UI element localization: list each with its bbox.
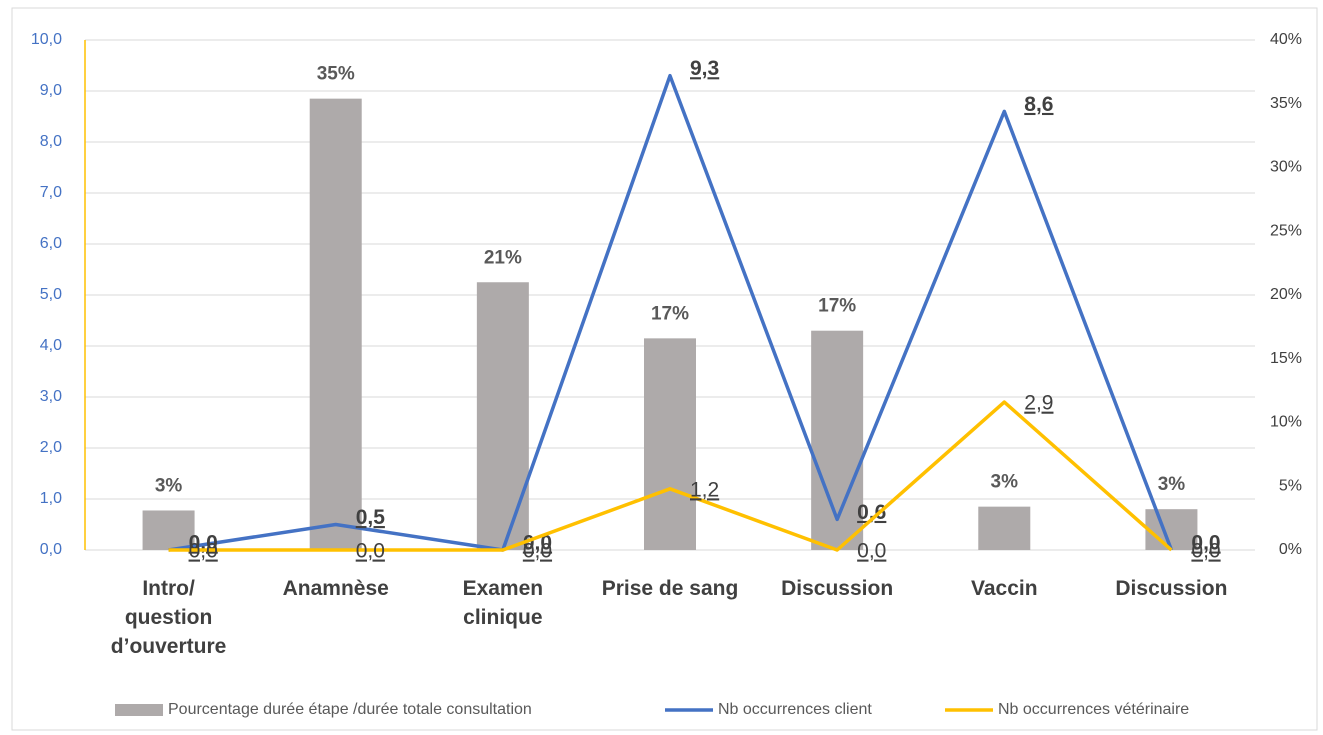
line-label: 0,0 bbox=[1191, 540, 1220, 563]
x-tick-label: Vaccin bbox=[971, 577, 1038, 600]
bar bbox=[309, 98, 362, 551]
x-tick-label: Anamnèse bbox=[282, 577, 389, 600]
y2-tick-label: 5% bbox=[1279, 477, 1302, 494]
bar bbox=[142, 510, 195, 550]
line-label: 0,0 bbox=[1191, 532, 1220, 555]
line-label: 0,5 bbox=[356, 506, 386, 529]
bar-label: 3% bbox=[155, 475, 183, 496]
line-label: 2,9 bbox=[1024, 392, 1053, 415]
line-series bbox=[168, 400, 1173, 552]
line-label: 1,2 bbox=[690, 478, 719, 501]
y-tick-label: 3,0 bbox=[40, 388, 62, 405]
x-tick-label: Discussion bbox=[781, 577, 894, 600]
bar-label: 17% bbox=[818, 296, 856, 317]
bar bbox=[1145, 509, 1198, 550]
bar bbox=[476, 282, 529, 550]
x-tick-label: Discussion bbox=[1115, 577, 1228, 600]
line-label: 9,3 bbox=[690, 57, 719, 80]
legend-swatch bbox=[115, 704, 163, 716]
chart-border bbox=[11, 7, 1318, 731]
y-tick-label: 7,0 bbox=[40, 184, 62, 201]
y-tick-label: 6,0 bbox=[40, 235, 62, 252]
bar bbox=[644, 338, 696, 550]
bar-label: 3% bbox=[991, 472, 1019, 493]
bar-label: 3% bbox=[1158, 474, 1186, 495]
y2-tick-label: 25% bbox=[1270, 222, 1302, 239]
legend-label: Pourcentage durée étape /durée totale co… bbox=[168, 701, 532, 718]
line-label: 0,6 bbox=[857, 501, 886, 524]
y-tick-label: 4,0 bbox=[40, 337, 62, 354]
y2-tick-label: 15% bbox=[1270, 350, 1302, 367]
y-tick-label: 5,0 bbox=[40, 286, 62, 303]
x-tick-label: Intro/ question d’ouverture bbox=[110, 577, 227, 658]
bar bbox=[978, 506, 1031, 550]
y2-tick-label: 10% bbox=[1270, 414, 1302, 431]
legend-label: Nb occurrences client bbox=[718, 701, 872, 718]
y-tick-label: 8,0 bbox=[40, 133, 62, 150]
bar-label: 35% bbox=[317, 64, 355, 85]
line-label: 0,0 bbox=[523, 540, 552, 563]
line-label: 0,0 bbox=[189, 540, 218, 563]
y2-tick-label: 20% bbox=[1270, 286, 1302, 303]
line-label: 0,0 bbox=[356, 540, 385, 563]
y-tick-label: 10,0 bbox=[31, 31, 62, 48]
line-label: 8,6 bbox=[1024, 93, 1053, 116]
y-tick-label: 2,0 bbox=[40, 439, 62, 456]
line-label: 0,0 bbox=[857, 540, 886, 563]
y2-tick-label: 30% bbox=[1270, 159, 1302, 176]
line-label: 0,0 bbox=[523, 532, 552, 555]
y-tick-label: 9,0 bbox=[40, 82, 62, 99]
legend-label: Nb occurrences vétérinaire bbox=[998, 701, 1189, 718]
y-tick-label: 0,0 bbox=[40, 541, 62, 558]
line-series bbox=[168, 73, 1174, 552]
x-tick-label: Prise de sang bbox=[601, 577, 739, 600]
x-tick-label: Examen clinique bbox=[462, 577, 544, 629]
bar-label: 21% bbox=[484, 247, 522, 268]
y2-tick-label: 40% bbox=[1270, 31, 1302, 48]
y2-tick-label: 35% bbox=[1270, 95, 1302, 112]
y2-tick-label: 0% bbox=[1279, 541, 1302, 558]
bar-label: 17% bbox=[651, 303, 689, 324]
y-tick-label: 1,0 bbox=[40, 490, 62, 507]
bar bbox=[811, 330, 864, 550]
